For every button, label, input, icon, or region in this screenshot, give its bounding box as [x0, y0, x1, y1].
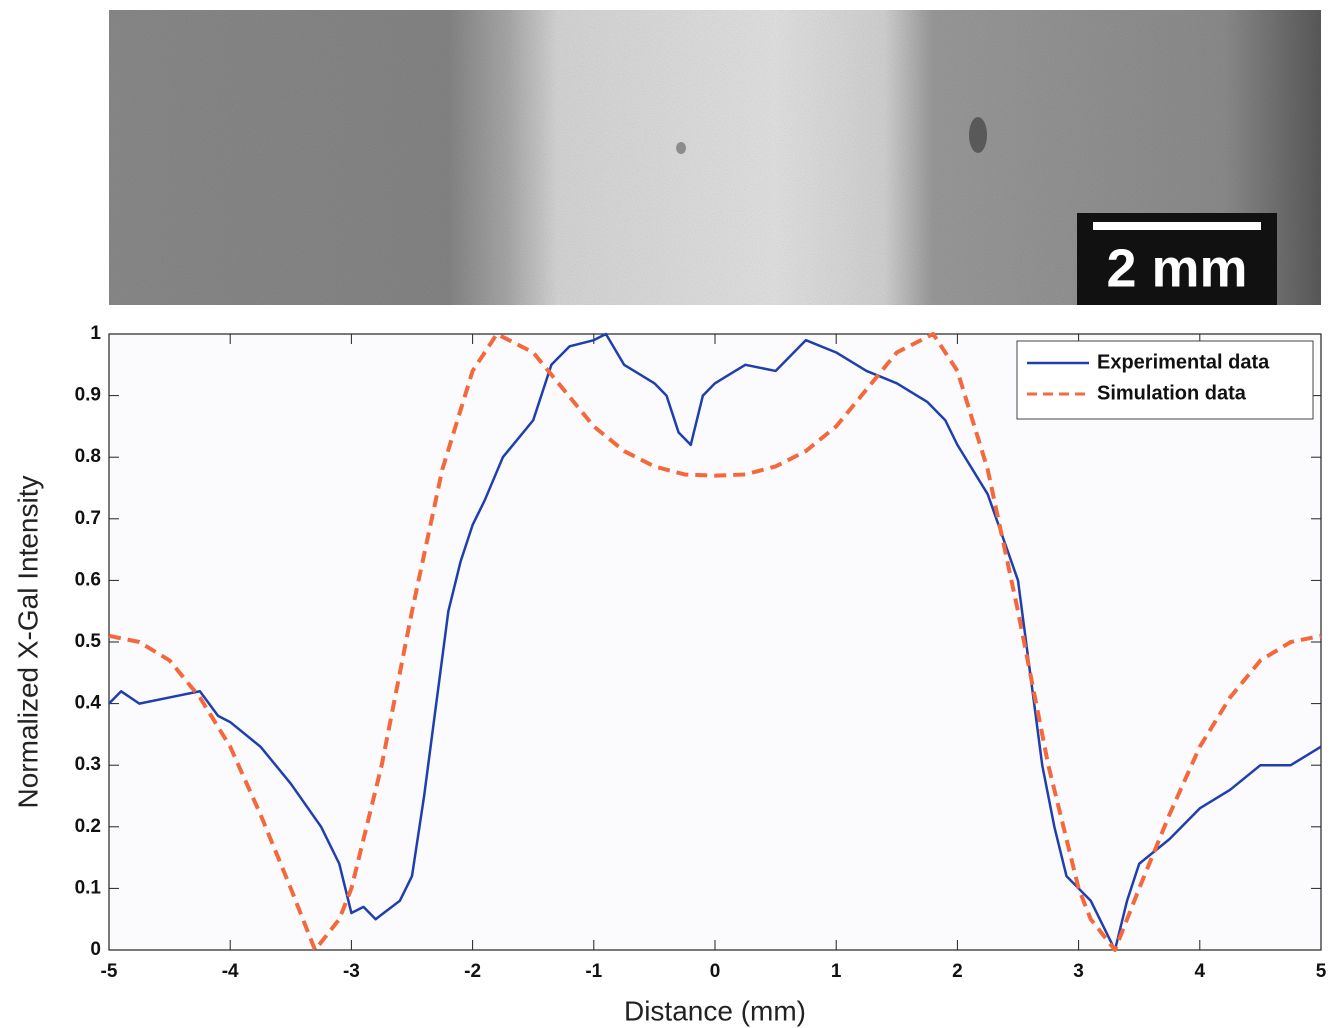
y-tick-label: 0.4: [75, 693, 102, 714]
data-line: [108, 332, 1322, 952]
x-tick-label: -5: [101, 961, 118, 982]
spot: [969, 117, 987, 153]
x-tick-label: -1: [585, 961, 602, 982]
spot: [676, 142, 686, 154]
scale-bar: [1093, 222, 1261, 230]
y-tick-label: 0.7: [75, 508, 101, 529]
legend-label: Simulation data: [1097, 382, 1247, 404]
plot-area: [108, 333, 1322, 951]
y-tick-label: 0.2: [75, 816, 101, 837]
y-tick-label: 0.3: [75, 754, 101, 775]
y-tick-label: 0: [90, 939, 101, 960]
data-line: [108, 332, 1322, 952]
y-tick-label: 0.8: [75, 446, 101, 467]
x-axis-label: Distance (mm): [624, 995, 806, 1026]
x-tick-label: 2: [952, 961, 963, 982]
x-tick-label: -4: [222, 961, 239, 982]
legend-box: [1016, 340, 1314, 420]
x-tick-label: 3: [1073, 961, 1084, 982]
y-tick-label: 0.1: [75, 877, 102, 898]
x-tick-label: 5: [1316, 961, 1327, 982]
plot: -5 -4 -3 -2 -1 0 1 2 3 4 5 0 0.1 0.2 0.3 0.4 0.5 0.6 0.7 0.…: [75, 323, 1327, 982]
x-tick-label: 4: [1195, 961, 1206, 982]
micrograph: 2 mm: [109, 10, 1321, 305]
y-axis-label: Normalized X-Gal Intensity: [12, 475, 43, 808]
x-tick-label: -3: [343, 961, 360, 982]
x-tick-label: -2: [464, 961, 481, 982]
y-tick-label: 0.9: [75, 385, 101, 406]
legend-label: Experimental data: [1097, 351, 1270, 373]
y-tick-label: 0.5: [75, 631, 102, 652]
x-tick-label: 0: [710, 961, 721, 982]
y-tick-label: 1: [90, 323, 101, 344]
x-tick-label: 1: [831, 961, 842, 982]
scale-bar-label: 2 mm: [1106, 238, 1247, 298]
y-tick-label: 0.6: [75, 569, 101, 590]
